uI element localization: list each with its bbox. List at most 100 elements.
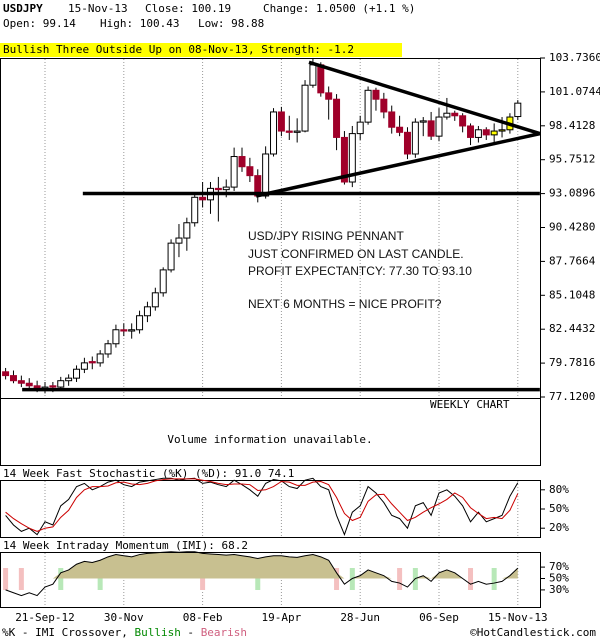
- candle-body: [159, 269, 167, 294]
- candle-body: [364, 89, 372, 123]
- bullish-bar: [97, 568, 103, 590]
- bearish-bar: [3, 568, 9, 590]
- bullish-bar: [255, 568, 261, 590]
- volume-note: Volume information unavailable.: [167, 433, 372, 446]
- candle-body: [151, 292, 159, 308]
- candle-body: [285, 130, 293, 133]
- candle-body: [112, 329, 120, 345]
- candle-body: [246, 166, 254, 177]
- x-tick-label: 06-Sep: [419, 611, 459, 624]
- candle-body: [348, 133, 356, 183]
- candle-body: [482, 129, 490, 136]
- candle-body: [73, 368, 81, 379]
- candle-body: [340, 136, 348, 183]
- stochastic-line: [5, 478, 519, 532]
- x-tick-label: 21-Sep-12: [15, 611, 75, 624]
- candle-body: [388, 111, 396, 128]
- date: 15-Nov-13: [68, 2, 128, 15]
- period-label: WEEKLY CHART: [430, 398, 510, 411]
- candle-body: [57, 380, 65, 388]
- candle-body: [356, 121, 364, 135]
- change: Change: 1.0500 (+1.1 %): [263, 2, 415, 15]
- x-tick-label: 19-Apr: [262, 611, 302, 624]
- trendline: [255, 131, 541, 198]
- y-tick-label: 90.4280: [549, 221, 595, 234]
- candle-body: [2, 371, 10, 377]
- candle-body: [451, 112, 459, 117]
- y-tick-label: 77.1200: [549, 390, 595, 403]
- candle-body: [293, 130, 301, 133]
- footer-legend: %K - IMI Crossover, Bullish - Bearish: [2, 626, 247, 639]
- bearish-bar: [18, 568, 24, 590]
- candle-body: [277, 111, 285, 132]
- stochastic-title: 14 Week Fast Stochastic (%K) (%D): 91.0 …: [3, 467, 294, 480]
- candle-body: [175, 237, 183, 244]
- candle-body: [514, 102, 522, 118]
- candle-body: [214, 187, 222, 191]
- imi-line: [5, 551, 519, 597]
- candle-body: [191, 196, 199, 224]
- candle-body: [380, 98, 388, 113]
- candle-body: [459, 115, 467, 127]
- stochastic-line: [5, 477, 519, 537]
- volume-panel: [0, 398, 541, 466]
- y-tick-label: 87.7664: [549, 254, 596, 267]
- x-tick-label: 08-Feb: [183, 611, 223, 624]
- trendline: [308, 60, 541, 136]
- symbol: USDJPY: [3, 2, 43, 15]
- y-tick-label: 80%: [549, 483, 569, 496]
- candle-body: [143, 306, 151, 317]
- close: Close: 100.19: [145, 2, 231, 15]
- bearish-bar: [334, 568, 340, 590]
- candle-body: [372, 89, 380, 100]
- high: High: 100.43: [100, 17, 179, 30]
- footer-separator: -: [181, 626, 201, 639]
- candle-body: [419, 120, 427, 123]
- imi-panel: [0, 552, 541, 608]
- candle-body: [17, 380, 25, 384]
- candle-body: [498, 129, 506, 132]
- candle-body: [120, 329, 128, 332]
- candle-body: [25, 382, 33, 387]
- y-tick-label: 79.7816: [549, 356, 595, 369]
- candle-body: [65, 377, 73, 382]
- y-tick-label: 50%: [549, 572, 569, 585]
- candle-body: [301, 84, 309, 132]
- candle-body: [136, 315, 144, 331]
- candle-body: [167, 242, 175, 271]
- y-tick-label: 85.1048: [549, 288, 595, 301]
- footer-prefix: %K - IMI Crossover,: [2, 626, 134, 639]
- bullish-bar: [491, 568, 497, 590]
- x-tick-label: 28-Jun: [340, 611, 380, 624]
- candle-body: [128, 329, 136, 332]
- banner: Bullish Three Outside Up on 08-Nov-13, S…: [3, 43, 354, 56]
- candle-body: [467, 125, 475, 138]
- y-tick-label: 30%: [549, 583, 569, 596]
- candle-body: [309, 64, 317, 86]
- candle-body: [222, 186, 230, 191]
- y-tick-label: 95.7512: [549, 153, 595, 166]
- candle-body: [80, 362, 88, 370]
- footer-bearish: Bearish: [201, 626, 247, 639]
- imi-title: 14 Week Intraday Momentum (IMI): 68.2: [3, 539, 248, 552]
- y-tick-label: 103.7360: [549, 51, 600, 64]
- stochastic-panel: [0, 480, 541, 538]
- y-tick-label: 70%: [549, 560, 569, 573]
- bearish-bar: [468, 568, 474, 590]
- candle-body: [474, 129, 482, 138]
- annotation: NEXT 6 MONTHS = NICE PROFIT?: [248, 297, 442, 311]
- candle-body: [403, 131, 411, 155]
- imi-area: [5, 551, 518, 579]
- y-tick-label: 20%: [549, 521, 569, 534]
- candle-body: [49, 385, 57, 388]
- footer-bullish: Bullish: [134, 626, 180, 639]
- candle-body: [396, 126, 404, 133]
- candle-body: [443, 112, 451, 118]
- candle-body: [270, 111, 278, 155]
- y-tick-label: 82.4432: [549, 322, 595, 335]
- candle-body: [88, 361, 96, 364]
- candle-body: [333, 98, 341, 138]
- candle-body: [490, 130, 498, 136]
- candle-body: [411, 121, 419, 155]
